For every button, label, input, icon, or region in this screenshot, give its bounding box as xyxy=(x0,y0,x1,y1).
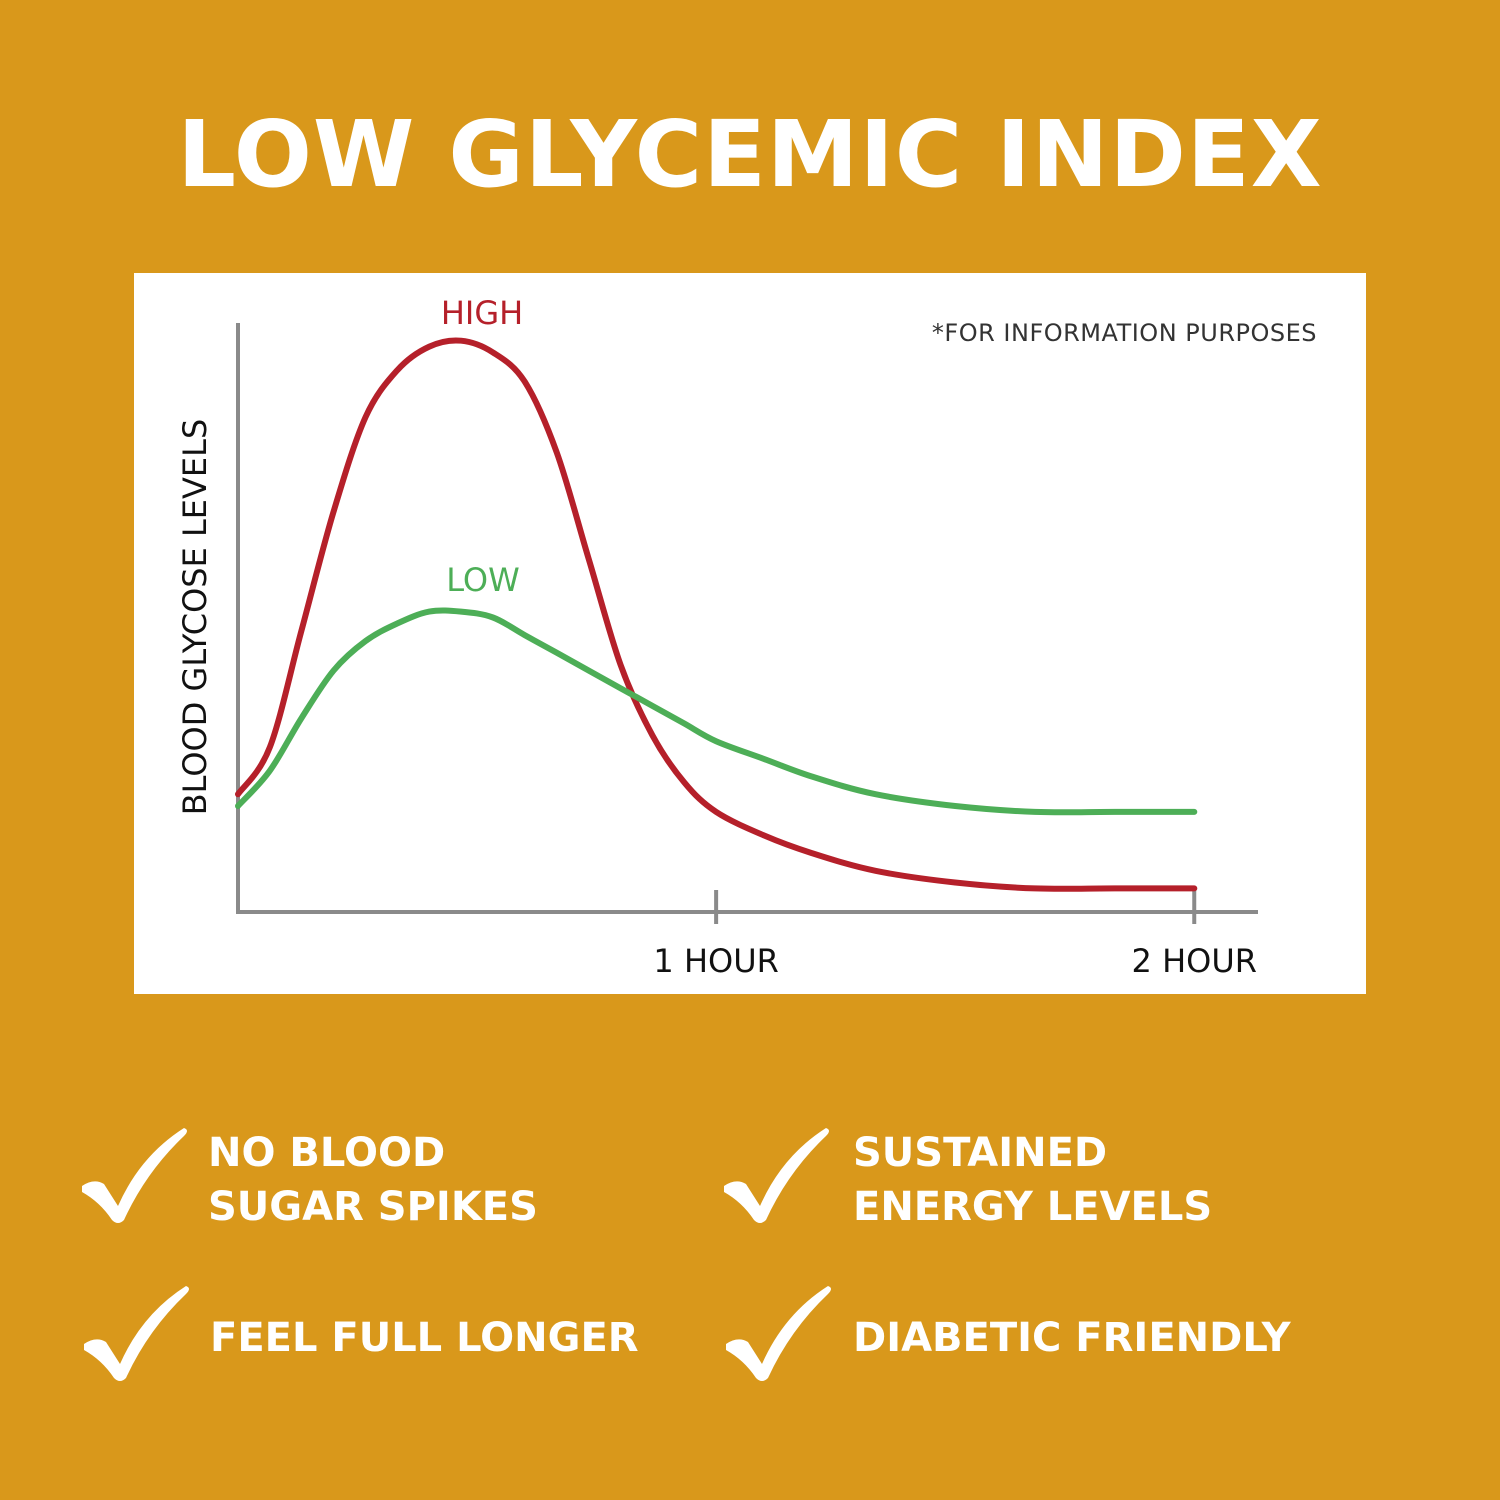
series-line-high xyxy=(235,337,1198,892)
feature-line: SUSTAINED xyxy=(853,1130,1108,1176)
y-axis-label: BLOOD GLYCOSE LEVELS xyxy=(176,419,214,816)
chart-note: *FOR INFORMATION PURPOSES xyxy=(932,319,1317,347)
checkmark-icon xyxy=(726,1286,831,1381)
feature-line: ENERGY LEVELS xyxy=(853,1184,1213,1230)
feature-line: DIABETIC FRIENDLY xyxy=(853,1315,1291,1361)
chart-panel: 1 HOUR 2 HOUR HIGH LOW *FOR INFORMATION P… xyxy=(134,273,1366,994)
series-line-low xyxy=(235,607,1198,816)
feature-line: FEEL FULL LONGER xyxy=(210,1315,639,1361)
checkmark-icon xyxy=(724,1128,829,1223)
page-title: LOW GLYCEMIC INDEX xyxy=(177,101,1323,208)
checkmark-icon xyxy=(82,1128,187,1223)
feature-line: NO BLOOD xyxy=(208,1130,446,1176)
feature-line: SUGAR SPIKES xyxy=(208,1184,538,1230)
glycemic-chart: 1 HOUR 2 HOUR HIGH LOW *FOR INFORMATION P… xyxy=(176,294,1317,980)
series-label-low: LOW xyxy=(446,561,520,599)
x-tick-label: 2 HOUR xyxy=(1132,942,1257,980)
series-label-high: HIGH xyxy=(441,294,523,332)
x-tick-label: 1 HOUR xyxy=(653,942,778,980)
checkmark-icon xyxy=(84,1286,189,1381)
